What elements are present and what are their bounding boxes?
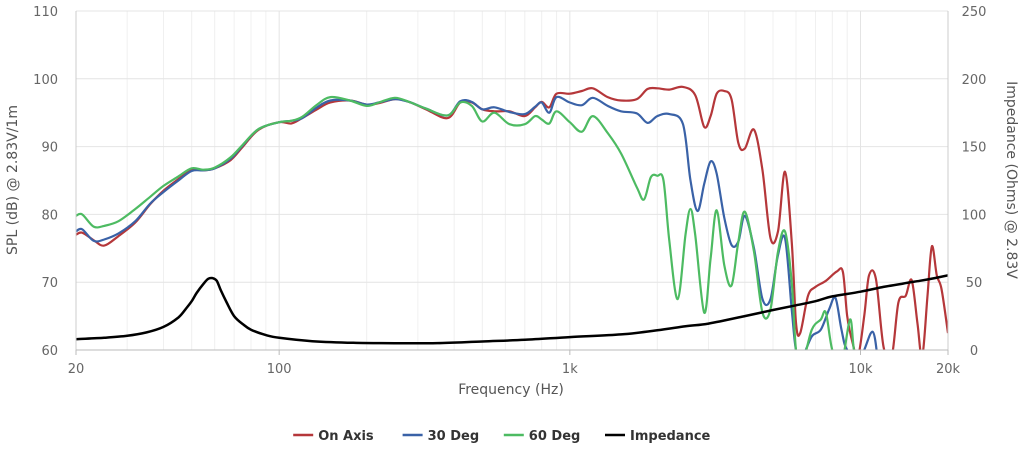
series-line-60-deg: [76, 95, 856, 350]
x-tick-label: 10k: [848, 362, 873, 377]
y2-tick-label: 100: [962, 208, 987, 223]
y2-axis-title: Impedance (Ohms) @ 2.83V: [1003, 81, 1019, 279]
y-tick-label: 110: [33, 5, 58, 20]
x-tick-label: 1k: [562, 362, 578, 377]
y2-tick-label: 200: [962, 73, 987, 88]
y-axis-title: SPL (dB) @ 2.83V/1m: [5, 105, 21, 255]
y-tick-label: 70: [41, 276, 58, 291]
x-tick-label: 20k: [936, 362, 961, 377]
y2-tick-label: 250: [962, 5, 987, 20]
legend-label: 60 Deg: [529, 429, 581, 444]
y-tick-label: 100: [33, 73, 58, 88]
axes: 60 70 80 90 100 110 0 50 100 150 200 250 20 100 1k 10k 2…: [33, 5, 986, 377]
legend-label: Impedance: [630, 429, 711, 444]
series-line-on-axis: [76, 85, 948, 350]
legend-item-on-axis[interactable]: On Axis: [293, 429, 374, 444]
y2-tick-label: 50: [966, 276, 983, 291]
legend-item-60-deg[interactable]: 60 Deg: [503, 429, 581, 444]
legend: On Axis 30 Deg 60 Deg Impedance: [293, 429, 711, 444]
legend-item-30-deg[interactable]: 30 Deg: [402, 429, 480, 444]
plot-area: [76, 85, 948, 350]
series-line-impedance: [76, 274, 948, 345]
legend-item-impedance[interactable]: Impedance: [605, 429, 711, 444]
x-tick-label: 100: [267, 362, 292, 377]
y2-tick-label: 0: [970, 344, 978, 359]
x-axis-title: Frequency (Hz): [458, 382, 564, 398]
y-tick-label: 80: [41, 208, 58, 223]
legend-label: 30 Deg: [428, 429, 480, 444]
x-tick-label: 20: [68, 362, 85, 377]
y-tick-label: 60: [41, 344, 58, 359]
legend-label: On Axis: [318, 429, 374, 444]
series-line-30-deg: [76, 95, 878, 350]
grid: [76, 10, 948, 351]
y2-tick-label: 150: [962, 141, 987, 156]
y-tick-label: 90: [41, 141, 58, 156]
